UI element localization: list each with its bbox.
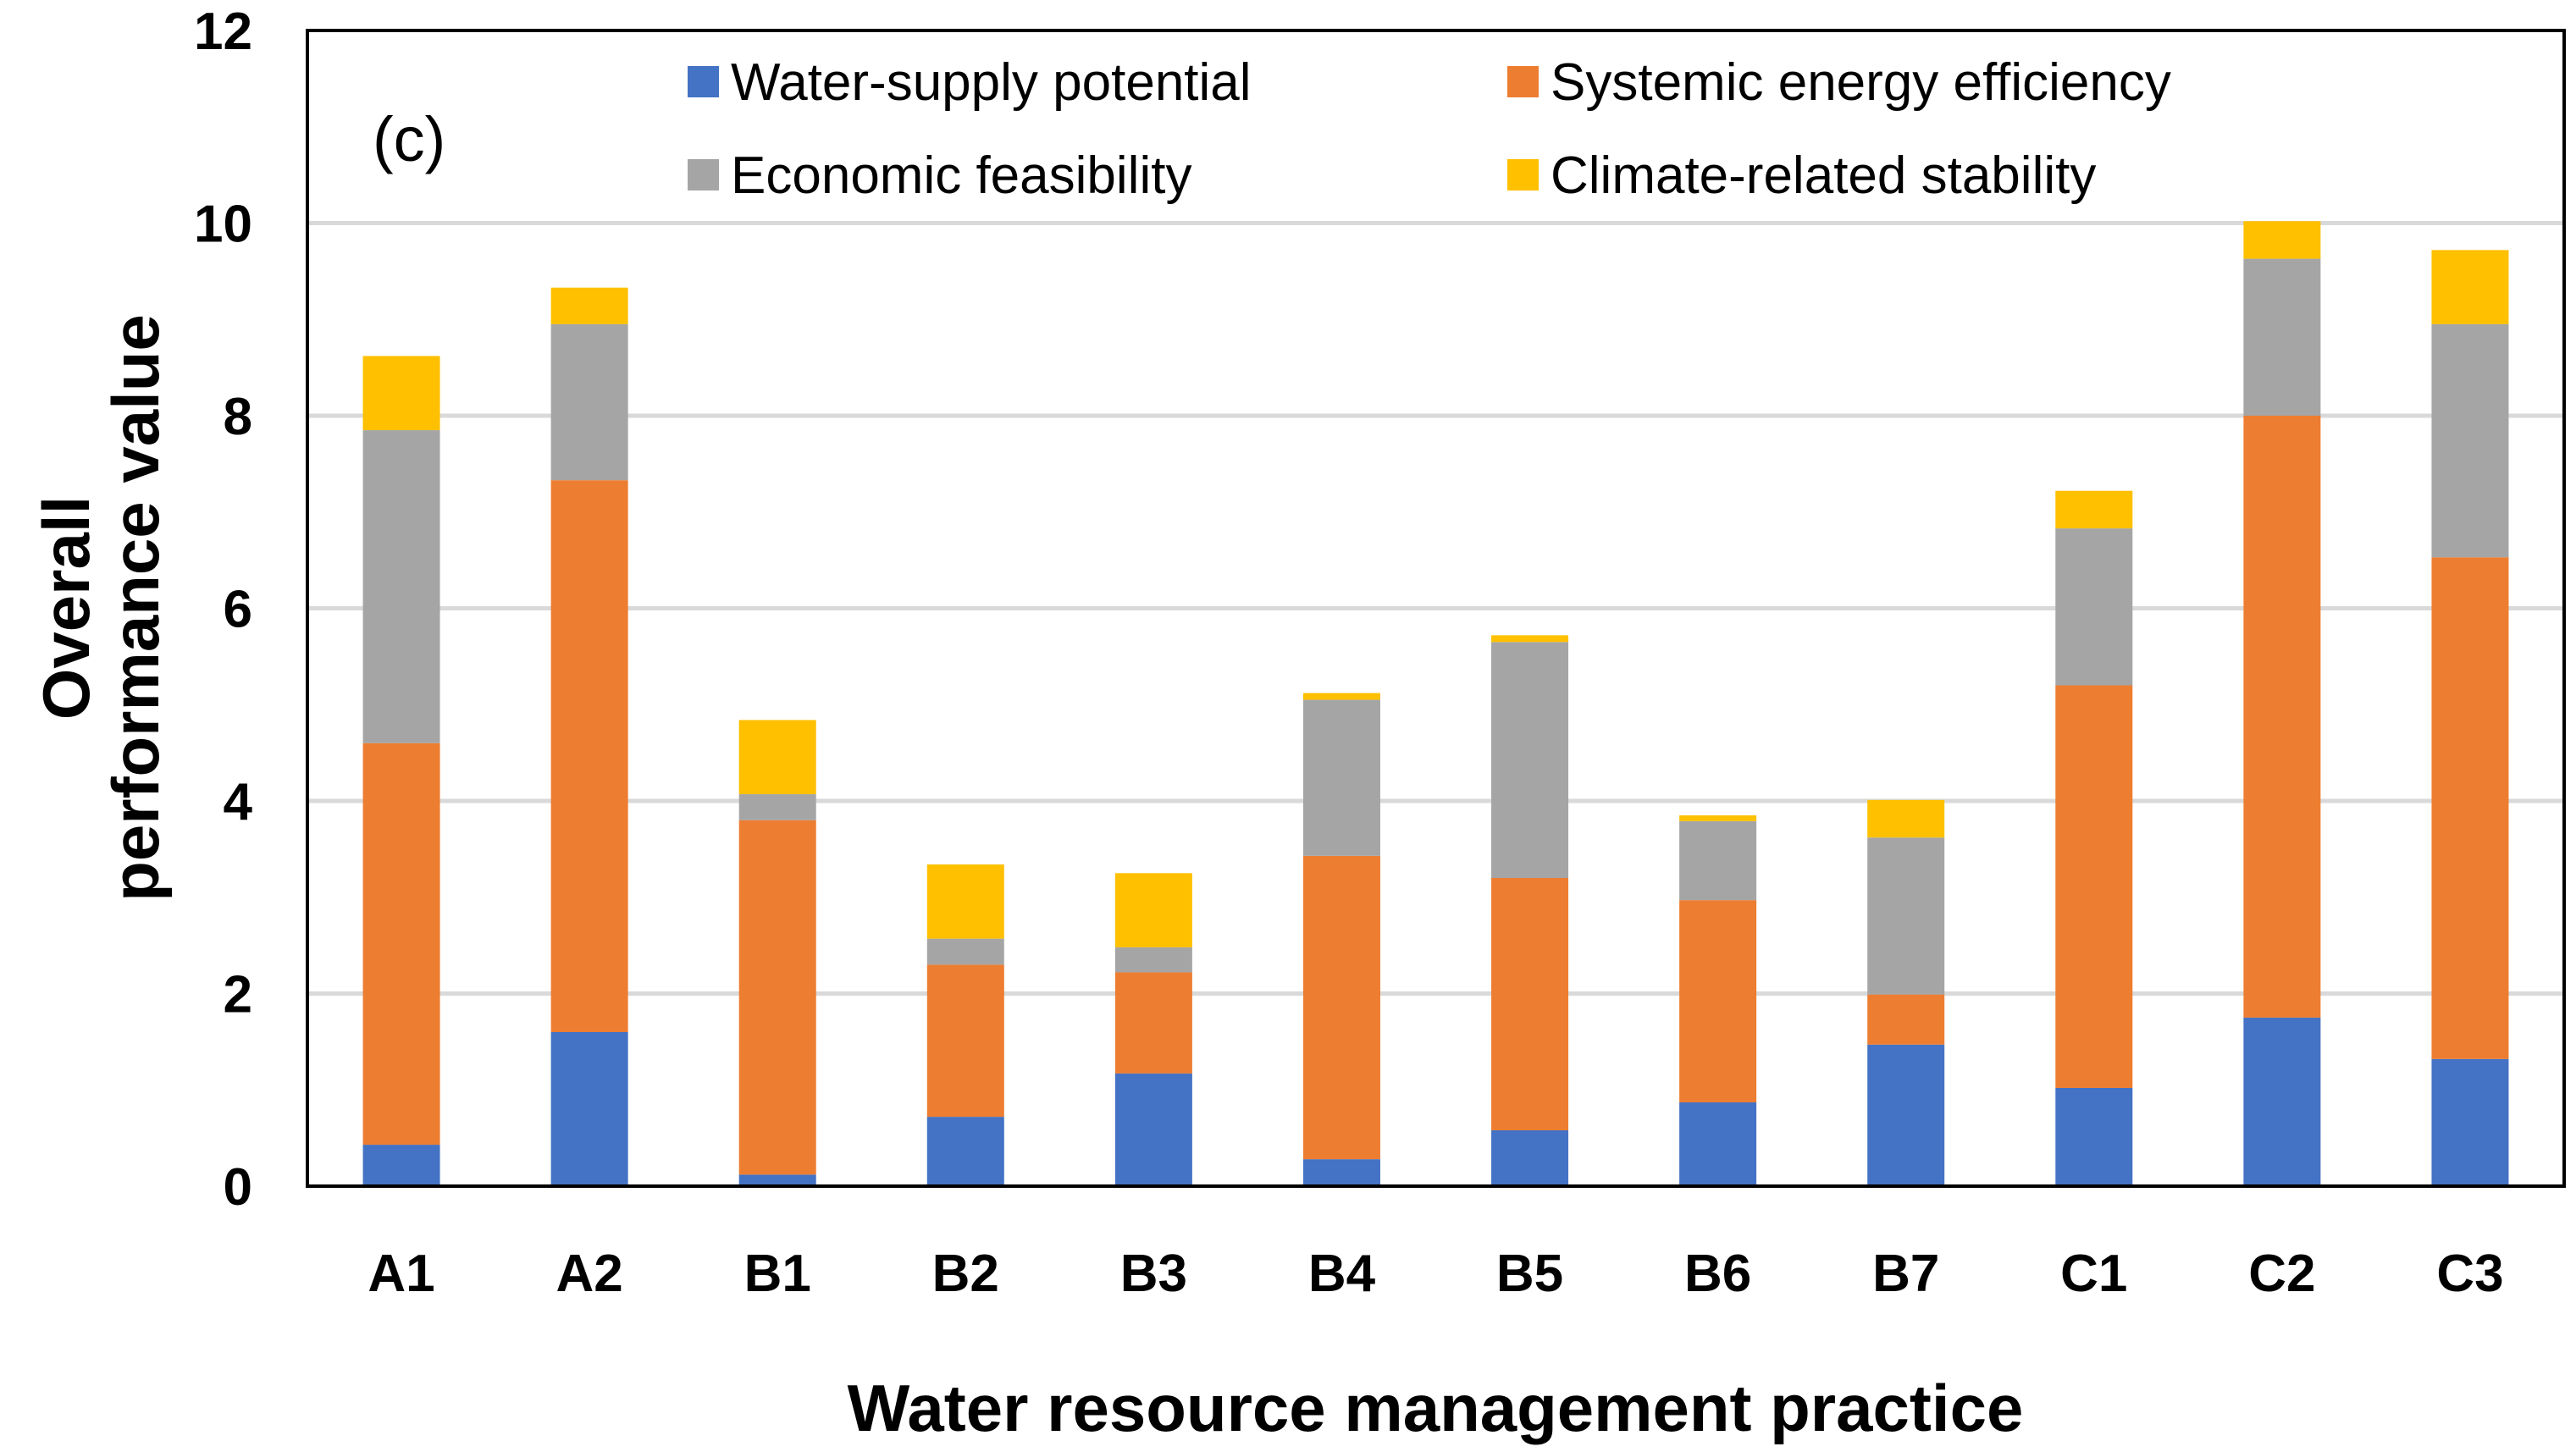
legend-label: Water-supply potential xyxy=(731,53,1252,112)
bar-segment xyxy=(926,964,1004,1118)
x-tick-label: B3 xyxy=(1120,1245,1187,1303)
bar-segment xyxy=(738,720,816,795)
bar-segment xyxy=(1491,878,1569,1131)
x-tick-label: B5 xyxy=(1496,1245,1563,1303)
bar-segment xyxy=(2055,528,2133,686)
x-tick-label: A2 xyxy=(556,1245,622,1303)
bar-segment xyxy=(738,794,816,820)
bar-segment xyxy=(1491,635,1569,643)
bar-segment xyxy=(1114,972,1192,1074)
bar-segment xyxy=(1114,947,1192,973)
x-tick-label: B2 xyxy=(932,1245,999,1303)
bar-segment xyxy=(738,820,816,1175)
legend-label: Climate-related stability xyxy=(1551,146,2096,205)
y-tick-label: 10 xyxy=(194,196,252,254)
bar-segment xyxy=(1679,815,1757,821)
bar-segment xyxy=(2431,1058,2509,1186)
gridlines xyxy=(307,221,2564,996)
bars xyxy=(362,221,2509,1186)
bar-segment xyxy=(1302,1159,1380,1186)
bar-segment xyxy=(2431,250,2509,324)
bar-segment xyxy=(2431,323,2509,558)
x-tick-label: B4 xyxy=(1308,1245,1376,1303)
bar-segment xyxy=(550,1032,628,1186)
bar-segment xyxy=(1867,1044,1945,1186)
y-tick-label: 4 xyxy=(224,773,253,831)
bar-segment xyxy=(738,1174,816,1186)
bar-segment xyxy=(1114,873,1192,947)
bar-segment xyxy=(2055,490,2133,529)
bar-segment xyxy=(550,480,628,1032)
bar-segment xyxy=(550,323,628,481)
legend-swatch xyxy=(688,159,719,190)
bar-segment xyxy=(550,287,628,324)
bar-segment xyxy=(2243,221,2321,259)
bar-segment xyxy=(2243,1017,2321,1186)
x-tick-label: C1 xyxy=(2060,1245,2127,1303)
y-tick-label: 12 xyxy=(194,3,252,61)
bar-segment xyxy=(362,430,440,743)
bar-segment xyxy=(2055,685,2133,1088)
legend-label: Systemic energy efficiency xyxy=(1551,53,2171,112)
bar-segment xyxy=(1114,1073,1192,1186)
bar-segment xyxy=(362,1145,440,1186)
y-axis-title: Overall performance value xyxy=(29,314,173,902)
y-axis-ticks: 0 2 4 6 8 10 12 xyxy=(194,3,252,1217)
bar-segment xyxy=(1491,642,1569,878)
bar-segment xyxy=(926,938,1004,965)
x-axis-ticks: A1 A2 B1 B2 B3 B4 B5 B6 B7 C1 C2 C3 xyxy=(368,1245,2503,1303)
y-tick-label: 8 xyxy=(224,388,252,446)
legend: Water-supply potential Systemic energy ef… xyxy=(688,53,2171,205)
legend-swatch xyxy=(1507,159,1539,190)
y-axis-title-line-2: performance value xyxy=(98,314,173,902)
bar-segment xyxy=(362,743,440,1146)
bar-segment xyxy=(1302,693,1380,700)
bar-segment xyxy=(1679,900,1757,1103)
bar-segment xyxy=(362,356,440,431)
bar-segment xyxy=(1679,1102,1757,1186)
bar-segment xyxy=(1867,837,1945,995)
bar-segment xyxy=(1302,699,1380,856)
x-tick-label: B6 xyxy=(1684,1245,1751,1303)
legend-swatch xyxy=(688,66,719,97)
bar-segment xyxy=(926,1117,1004,1186)
x-tick-label: B1 xyxy=(744,1245,811,1303)
y-tick-label: 2 xyxy=(224,966,252,1024)
bar-segment xyxy=(2243,258,2321,416)
bar-segment xyxy=(926,864,1004,939)
x-tick-label: A1 xyxy=(368,1245,434,1303)
bar-segment xyxy=(2243,416,2321,1018)
bar-segment xyxy=(2055,1087,2133,1186)
bar-segment xyxy=(1491,1130,1569,1186)
bar-segment xyxy=(1679,820,1757,901)
y-tick-label: 0 xyxy=(224,1158,252,1217)
x-tick-label: C3 xyxy=(2436,1245,2503,1303)
plot-frame xyxy=(306,29,2566,1188)
x-tick-label: B7 xyxy=(1872,1245,1939,1303)
y-tick-label: 6 xyxy=(224,581,252,639)
legend-swatch xyxy=(1507,66,1539,97)
y-axis-title-line-1: Overall xyxy=(29,496,103,720)
x-tick-label: C2 xyxy=(2248,1245,2315,1303)
panel-label: (c) xyxy=(373,104,445,174)
bar-segment xyxy=(1867,799,1945,838)
x-axis-title: Water resource management practice xyxy=(848,1371,2024,1445)
bar-segment xyxy=(2431,557,2509,1059)
bar-segment xyxy=(1867,994,1945,1045)
bar-segment xyxy=(1302,855,1380,1160)
legend-label: Economic feasibility xyxy=(731,146,1191,205)
